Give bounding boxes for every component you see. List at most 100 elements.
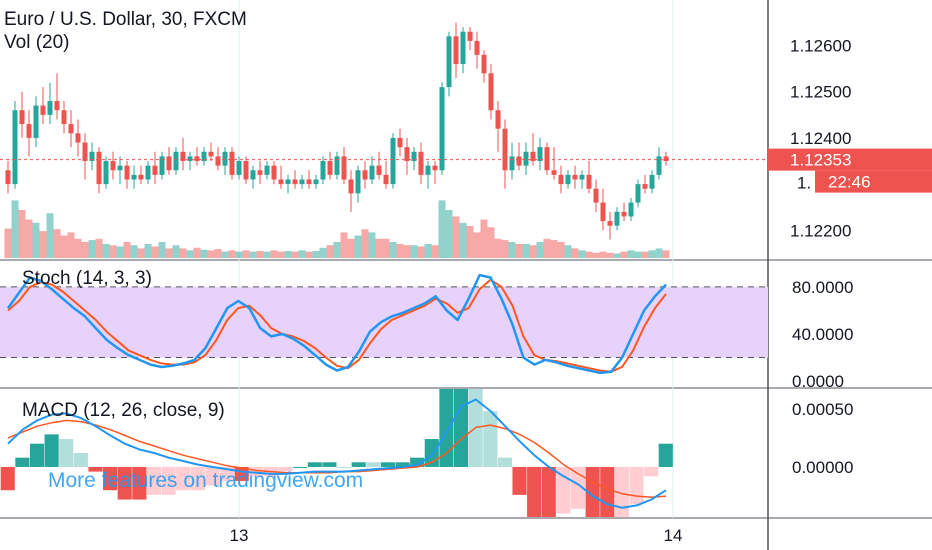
candle-body (551, 170, 557, 175)
candle-body (404, 147, 410, 162)
volume-bar (445, 210, 453, 258)
candle-body (159, 156, 165, 175)
candle-body (446, 36, 452, 88)
candle-body (376, 165, 382, 175)
volume-bar (641, 251, 649, 258)
candle-body (194, 156, 200, 162)
candle-body (642, 184, 648, 189)
candle-body (572, 174, 578, 180)
candle-body (460, 31, 466, 65)
candle-body (495, 110, 501, 129)
candle-body (215, 156, 221, 166)
candle-body (124, 165, 130, 180)
volume-bar (459, 222, 467, 258)
volume-bar (599, 251, 607, 258)
volume-bar (557, 242, 565, 258)
volume-bar (529, 245, 537, 258)
macd-histogram-bar (249, 466, 264, 477)
time-tick-label: 13 (230, 526, 249, 545)
macd-histogram-bar (395, 462, 410, 467)
candle-body (439, 87, 445, 171)
macd-histogram-bar (307, 462, 322, 467)
macd-histogram-bar (146, 466, 162, 495)
volume-bar (613, 253, 621, 258)
candle-body (103, 161, 109, 185)
volume-bar (326, 245, 334, 258)
volume-bar (389, 242, 397, 258)
macd-label: MACD (12, 26, close, 9) (22, 400, 225, 421)
stoch-band (0, 286, 768, 358)
macd-histogram-bar (88, 466, 103, 472)
volume-bar (95, 238, 103, 258)
candle-body (369, 165, 375, 180)
volume-bar (410, 245, 418, 258)
volume-bar (74, 238, 82, 258)
macd-histogram-bar (512, 466, 527, 495)
macd-plot (0, 389, 673, 517)
price-axis[interactable]: 1.12600 1.12500 1.12400 1.12200 (790, 37, 851, 241)
candle-body (621, 211, 627, 217)
volume-bar (298, 250, 306, 258)
macd-histogram-bar (629, 466, 644, 505)
volume-bar (354, 235, 362, 258)
volume-bar (522, 243, 530, 258)
macd-histogram-bar (322, 462, 337, 467)
candlesticks (5, 22, 669, 240)
volume-bar (592, 252, 600, 258)
candle-body (383, 174, 389, 185)
volume-bar (88, 240, 96, 258)
macd-histogram-bar (483, 411, 498, 467)
price-tick-label: 1.12500 (790, 83, 851, 102)
candle-body (33, 105, 39, 138)
candle-body (341, 156, 347, 180)
stoch-tick-label: 80.0000 (792, 278, 853, 297)
volume-bar (466, 226, 474, 258)
candle-body (327, 161, 333, 175)
candle-body (264, 165, 270, 175)
macd-tick-label: 0.00050 (792, 400, 853, 419)
macd-histogram-bar (0, 466, 15, 491)
candle-body (187, 156, 193, 162)
volume-bar (431, 245, 439, 258)
candle-body (61, 110, 67, 125)
volume-bar (235, 251, 243, 258)
candle-body (26, 124, 32, 138)
macd-histogram-bar (658, 443, 673, 467)
volume-bar (109, 245, 117, 258)
candle-body (250, 170, 256, 180)
volume-bar (536, 242, 544, 258)
volume-bar (375, 238, 383, 258)
candle-body (558, 174, 564, 185)
candle-body (236, 161, 242, 175)
candle-body (75, 133, 81, 143)
volume-bar (585, 251, 593, 258)
time-axis[interactable]: 13 14 (230, 526, 683, 545)
candle-body (257, 170, 263, 175)
volume-bars (4, 200, 670, 258)
countdown-tag (815, 170, 932, 193)
candle-body (271, 165, 277, 180)
price-tick-label: 1.12200 (790, 221, 851, 240)
candle-body (299, 179, 305, 185)
macd-axis[interactable]: 0.00050 0.00000 (792, 400, 853, 477)
stoch-axis[interactable]: 80.0000 40.0000 0.0000 (792, 278, 853, 391)
watermark[interactable]: More features on tradingview.com (48, 469, 363, 492)
macd-line (7, 398, 667, 509)
volume-bar (25, 219, 33, 258)
volume-bar (144, 243, 152, 258)
macd-histogram-bar (176, 466, 191, 491)
candle-body (355, 170, 361, 194)
candle-body (593, 188, 599, 203)
volume-bar (487, 227, 495, 258)
candle-body (278, 179, 284, 185)
volume-bar (564, 245, 572, 258)
candle-body (488, 73, 494, 111)
volume-bar (452, 216, 460, 258)
candle-body (635, 184, 641, 203)
volume-bar (606, 252, 614, 258)
volume-bar (284, 250, 292, 258)
volume-bar (39, 231, 47, 258)
candle-body (173, 151, 179, 171)
stoch-tick-label: 40.0000 (792, 325, 853, 344)
